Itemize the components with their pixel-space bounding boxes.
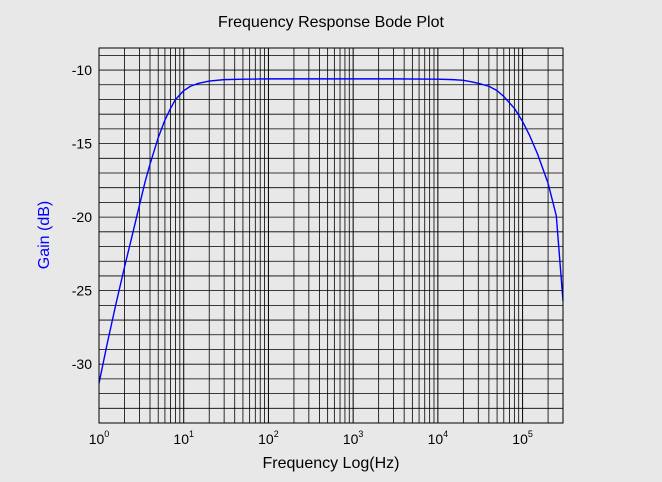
y-tick-label: -15 (72, 136, 92, 152)
x-tick-label: 103 (343, 429, 364, 447)
x-axis-ticks: 100 101 102 103 104 105 (89, 429, 533, 447)
x-tick-label: 100 (89, 429, 110, 447)
y-tick-label: -20 (72, 209, 92, 225)
y-tick-label: -25 (72, 283, 92, 299)
x-tick-label: 104 (428, 429, 449, 447)
y-axis-label: Gain (dB) (36, 201, 53, 269)
x-tick-label: 105 (512, 429, 533, 447)
series-group (98, 78, 564, 384)
series-line-0 (98, 78, 564, 384)
x-tick-label: 102 (258, 429, 279, 447)
x-axis-label: Frequency Log(Hz) (263, 455, 400, 472)
plot-area (99, 48, 563, 423)
y-tick-label: -10 (72, 62, 92, 78)
chart-title: Frequency Response Bode Plot (218, 14, 444, 31)
y-axis-ticks: -10 -15 -20 -25 -30 (72, 62, 92, 372)
grid (98, 48, 564, 424)
x-tick-label: 101 (173, 429, 194, 447)
y-tick-label: -30 (72, 356, 92, 372)
plot-frame (98, 47, 564, 424)
